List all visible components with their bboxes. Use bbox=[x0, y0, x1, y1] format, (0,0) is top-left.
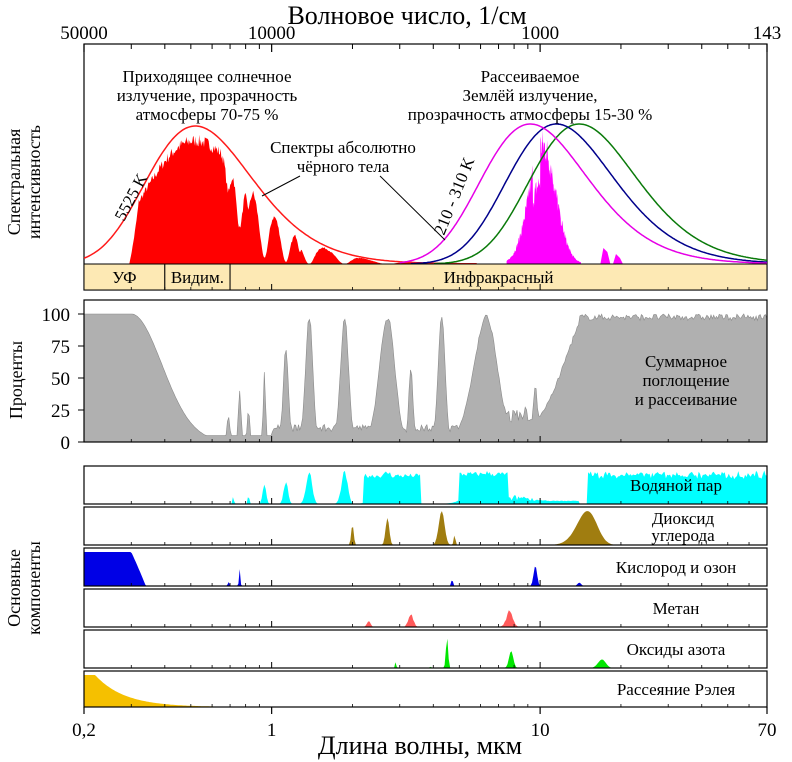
top-axis-ticks: 50000 10000 1000 143 bbox=[60, 23, 781, 52]
incoming-label-line2: излучение, прозрачность bbox=[117, 86, 298, 105]
abs-ytick-label-2: 50 bbox=[51, 369, 70, 390]
blackbody-curve-1 bbox=[433, 123, 768, 265]
abs-ytick-label-4: 100 bbox=[42, 305, 71, 326]
component-fill-1 bbox=[84, 511, 767, 545]
component-frame-2 bbox=[83, 547, 768, 587]
absorption-label-line2: поглощение bbox=[642, 371, 729, 390]
absorption-frame bbox=[83, 299, 768, 443]
blackbody-curve-3 bbox=[399, 123, 768, 264]
bottom-tick-label-0: 0,2 bbox=[72, 720, 96, 741]
absorption-y-ticks: 0 25 50 75 100 bbox=[42, 305, 84, 454]
absorption-ylabel: Проценты bbox=[6, 341, 26, 419]
component-label-1-line2: углерода bbox=[651, 526, 715, 545]
top-axis-title: Волновое число, 1/см bbox=[287, 1, 526, 30]
band-1 bbox=[164, 263, 231, 291]
incoming-label-line3: атмосферы 70-75 % bbox=[136, 105, 279, 124]
blackbody-label-line1: Спектры абсолютно bbox=[270, 138, 416, 157]
band-0 bbox=[83, 263, 166, 291]
bottom-tick-label-3: 70 bbox=[758, 720, 777, 741]
blackbody-label-line2: чёрного тела bbox=[297, 157, 390, 176]
bottom-axis-ticks: 0,2 1 10 70 bbox=[72, 284, 777, 741]
component-panel-2: Кислород и озон bbox=[83, 547, 768, 587]
component-label-2: Кислород и озон bbox=[616, 558, 736, 577]
absorption-area bbox=[83, 313, 768, 443]
outgoing-label-line1: Рассеиваемое bbox=[481, 67, 580, 86]
band-label-1: Видим. bbox=[171, 268, 224, 287]
components-ylabel-line2: компоненты bbox=[24, 541, 44, 635]
band-label-0: УФ bbox=[112, 268, 136, 287]
component-label-1-line1: Диоксид bbox=[652, 509, 715, 528]
component-label-0: Водяной пар bbox=[630, 476, 722, 495]
absorption-label-line1: Суммарное bbox=[645, 352, 727, 371]
absorption-label-line3: и рассеивание bbox=[635, 390, 737, 409]
bottom-tick-label-2: 10 bbox=[531, 720, 550, 741]
component-panel-3: Метан bbox=[83, 588, 768, 628]
component-panel-4: Оксиды азота bbox=[83, 629, 768, 669]
component-panel-5: Рассеяние Рэлея bbox=[83, 670, 768, 708]
component-frame-0 bbox=[83, 465, 768, 505]
component-frame-1 bbox=[83, 506, 768, 546]
absorption-fill bbox=[83, 313, 768, 443]
top-tick-label-1: 10000 bbox=[248, 23, 296, 44]
outgoing-label-line2: Землёй излучение, bbox=[462, 86, 597, 105]
component-frame-3 bbox=[83, 588, 768, 628]
component-fill-5 bbox=[84, 675, 767, 707]
bottom-axis-title: Длина волны, мкм bbox=[318, 731, 522, 760]
band-2 bbox=[229, 263, 768, 291]
component-panel-0: Водяной пар bbox=[83, 465, 768, 505]
component-frame-4 bbox=[83, 629, 768, 669]
absorption-panel: 0 25 50 75 100 Суммарное поглощение и рассеи… bbox=[6, 299, 768, 454]
spectrum-fills bbox=[129, 130, 623, 264]
blackbody-pointer-sun bbox=[261, 175, 301, 197]
top-tick-label-3: 143 bbox=[753, 23, 782, 44]
top-tick-label-0: 50000 bbox=[60, 23, 108, 44]
blackbody-curve-2 bbox=[410, 123, 768, 265]
outgoing-label-line3: прозрачность атмосферы 15-30 % bbox=[408, 105, 653, 124]
blackbody-curve-sun bbox=[83, 125, 477, 265]
component-label-5: Рассеяние Рэлея bbox=[617, 680, 736, 699]
bottom-tick-label-1: 1 bbox=[267, 720, 277, 741]
component-fill-0 bbox=[84, 470, 767, 504]
incoming-solar-fill bbox=[129, 134, 448, 264]
incoming-label-line1: Приходящее солнечное bbox=[122, 67, 291, 86]
abs-ytick-label-1: 25 bbox=[51, 401, 70, 422]
spectrum-ylabel-line2: интенсивность bbox=[24, 125, 44, 239]
band-bar: УФ Видим. Инфракрасный bbox=[83, 263, 768, 291]
spectrum-panel: УФ Видим. Инфракрасный Приходящее солнечно… bbox=[4, 43, 768, 291]
component-frame-5 bbox=[83, 670, 768, 708]
components-ylabel-line1: Основные bbox=[4, 549, 24, 627]
abs-ytick-label-0: 0 bbox=[61, 433, 71, 454]
component-label-3: Метан bbox=[653, 599, 700, 618]
abs-ytick-label-3: 75 bbox=[51, 337, 70, 358]
blackbody-pointer-earth bbox=[379, 175, 446, 241]
outgoing-earth-fill bbox=[506, 130, 581, 264]
component-label-4: Оксиды азота bbox=[627, 640, 726, 659]
top-tick-label-2: 1000 bbox=[521, 23, 559, 44]
spectrum-ylabel-line1: Спектральная bbox=[4, 129, 24, 235]
outgoing-bump-0 bbox=[600, 248, 611, 264]
band-label-2: Инфракрасный bbox=[444, 268, 554, 287]
blackbody-curves bbox=[83, 123, 768, 265]
outgoing-bump-1 bbox=[612, 254, 623, 264]
